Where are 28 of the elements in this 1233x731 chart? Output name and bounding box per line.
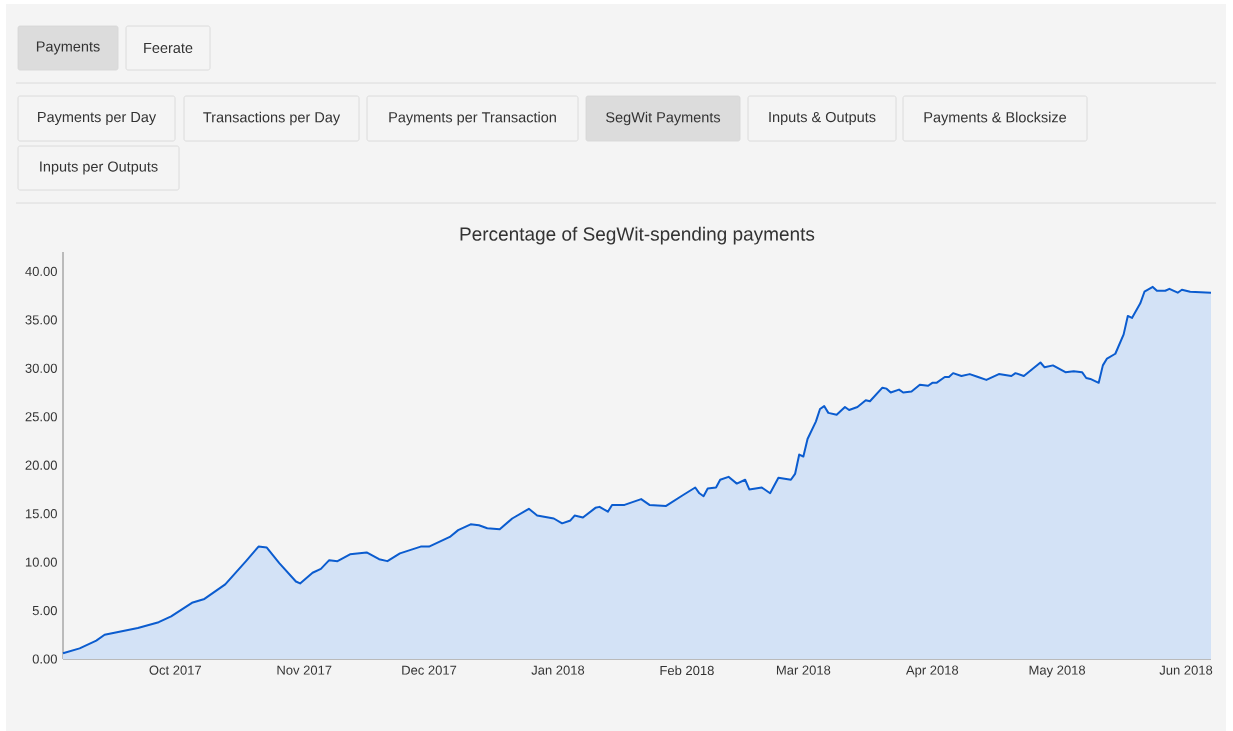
text: Transactions per Day xyxy=(203,111,341,126)
y-tick-label: 0.00 xyxy=(32,654,57,664)
text: Inputs per Outputs xyxy=(40,161,158,175)
x-tick-label: Jan 2018 xyxy=(531,665,585,675)
x-tick-label: Feb 2018 xyxy=(660,665,714,676)
x-tick-label: Dec 2017 xyxy=(402,665,457,675)
x-tick-label: Jun 2018 xyxy=(1159,665,1213,675)
y-tick-label: 35.00 xyxy=(25,315,57,325)
y-tick-label: 40.00 xyxy=(25,266,57,276)
text: Payments xyxy=(36,41,100,55)
text: Feerate xyxy=(144,42,193,54)
text: Payments & Blocksize xyxy=(924,111,1067,126)
x-tick-label: May 2018 xyxy=(1029,665,1086,678)
x-tick-label: Nov 2017 xyxy=(277,665,332,675)
y-tick-label: 10.00 xyxy=(25,557,57,567)
y-tick-label: 25.00 xyxy=(25,412,57,422)
text: SegWit Payments xyxy=(606,111,721,126)
text: Inputs & Outputs xyxy=(769,111,876,126)
y-tick-label: 20.00 xyxy=(25,460,57,470)
chart-title: Percentage of SegWit-spending payments xyxy=(460,226,815,245)
x-tick-label: Mar 2018 xyxy=(776,665,831,675)
y-tick-label: 5.00 xyxy=(32,605,57,616)
text: Payments per Day xyxy=(38,112,157,125)
y-tick-label: 15.00 xyxy=(25,509,57,519)
y-tick-label: 30.00 xyxy=(25,363,57,373)
x-tick-label: Oct 2017 xyxy=(149,665,202,675)
x-tick-label: Apr 2018 xyxy=(905,665,959,678)
text: Payments per Transaction xyxy=(389,111,556,126)
